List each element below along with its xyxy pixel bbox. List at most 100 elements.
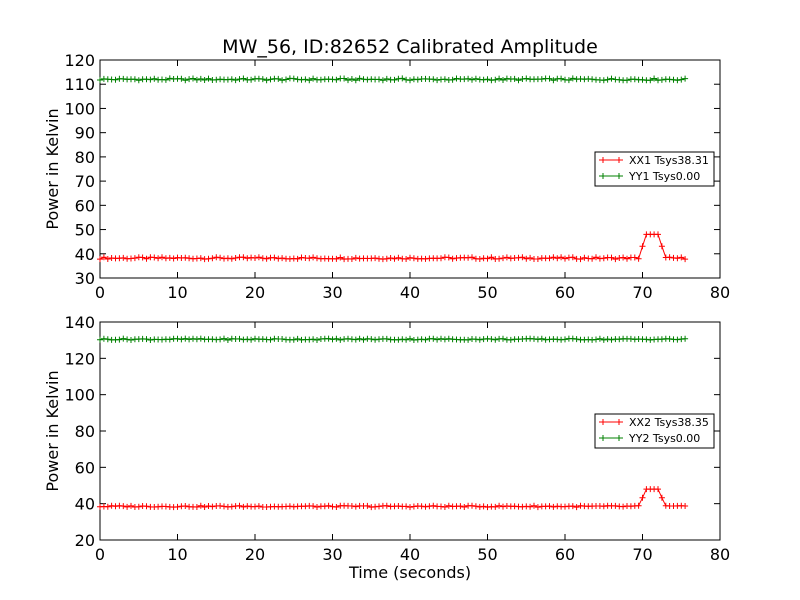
data-point [112,76,119,83]
data-point [658,243,665,250]
data-point [484,255,491,262]
data-point [124,336,131,343]
y-tick-label: 80 [75,422,95,441]
data-point [445,254,452,261]
data-point [573,504,580,511]
data-point [190,75,196,82]
data-point [403,503,410,510]
data-point [550,503,557,510]
data-point [434,77,441,84]
data-point [589,255,596,262]
data-point [538,335,545,342]
data-point [120,254,127,261]
data-point [604,336,611,343]
data-point [453,75,460,82]
chart-title: MW_56, ID:82652 Calibrated Amplitude [222,36,598,58]
data-point [341,75,348,82]
y-tick-label: 120 [64,349,95,368]
data-point [457,503,464,510]
data-point [352,503,359,510]
data-point [550,77,557,84]
data-point [193,504,200,510]
data-point [562,255,568,262]
y-tick-label: 80 [75,148,95,167]
data-point [329,336,336,343]
data-point [558,254,565,261]
data-point [360,336,367,343]
series-yy [97,75,689,84]
data-point [492,336,499,343]
data-point [465,75,472,82]
data-point [201,77,208,83]
data-point [236,76,243,83]
data-point [100,254,107,261]
data-point [500,503,506,510]
x-tick-label: 50 [477,545,497,564]
data-point [348,76,355,82]
data-point [166,336,173,343]
bottom-y-axis-label: Power in Kelvin [43,370,62,491]
data-point [310,503,317,510]
data-point [306,255,313,262]
data-point [186,76,193,83]
data-point [217,336,224,343]
legend-box [594,151,715,187]
data-point [337,336,344,343]
data-point [496,502,503,509]
y-tick-label: 50 [75,221,95,240]
data-point [449,76,456,83]
legend-marker [616,157,622,163]
data-point [608,336,615,343]
data-point [678,254,685,261]
data-point [565,77,572,84]
data-point [472,75,479,82]
y-tick-label: 140 [64,313,95,332]
legend-marker [600,435,606,441]
x-tick-label: 10 [167,545,187,564]
data-point [197,335,204,342]
data-point [480,76,487,83]
data-point [407,335,413,342]
data-point [608,75,615,82]
data-point [500,255,506,262]
data-point [631,254,638,261]
data-point [356,75,363,82]
data-point [97,77,103,83]
legend: XX1 Tsys38.31 YY1 Tsys0.00 [594,151,715,187]
legend-label: XX2 Tsys38.35 [629,416,709,429]
x-tick-label: 0 [95,545,105,564]
data-point [248,336,255,343]
data-point [414,76,421,83]
data-point [224,337,231,343]
data-point [356,335,363,342]
legend-marker [600,419,606,425]
data-point [430,335,437,342]
data-point [515,77,522,84]
series-xx [97,231,689,263]
data-point [449,255,456,262]
x-tick-label: 20 [245,283,265,302]
x-tick-label: 60 [555,545,575,564]
legend-marker [616,419,622,425]
data-point [321,503,328,510]
data-point [546,503,553,510]
y-tick-label: 100 [64,99,95,118]
data-point [263,255,270,262]
data-point [232,255,239,261]
data-point [438,335,444,342]
data-point [604,76,611,83]
bottom-panel: Power in Kelvin Time (seconds) 0 10 20 30 40… [43,313,730,582]
data-point [236,335,243,342]
data-point [682,75,689,82]
data-point [500,77,506,83]
data-point [314,504,320,510]
data-point [531,502,537,509]
data-point [527,503,534,510]
data-point [511,75,518,82]
data-point [476,336,483,343]
data-point [271,254,278,261]
data-point [255,254,262,261]
data-point [143,503,150,510]
data-point [364,502,371,509]
